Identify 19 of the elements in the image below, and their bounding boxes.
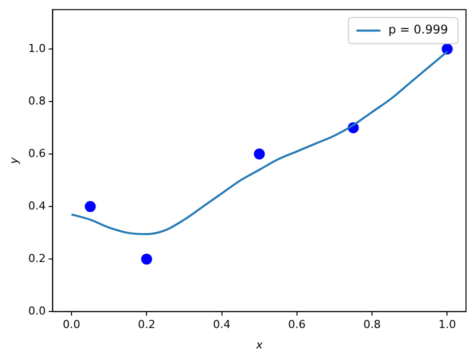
- x-tick-label: 0.8: [363, 318, 381, 332]
- y-tick-label: 0.2: [28, 252, 46, 265]
- x-tick-label: 0.0: [62, 318, 80, 332]
- x-axis-title: x: [255, 338, 264, 352]
- y-tick-label: 0.8: [28, 94, 46, 108]
- y-tick-label: 0.4: [28, 199, 46, 212]
- y-axis-title: y: [7, 156, 20, 165]
- x-tick-label: 0.4: [213, 318, 231, 332]
- legend-label: p = 0.999: [388, 22, 448, 37]
- y-tick-label: 0.6: [28, 146, 46, 160]
- y-tick-label: 0.0: [28, 304, 46, 318]
- y-tick-label: 1.0: [28, 42, 46, 55]
- x-tick-label: 0.6: [288, 318, 306, 332]
- point: [84, 201, 96, 212]
- point: [442, 43, 453, 54]
- x-tick-label: 1.0: [438, 318, 456, 332]
- point: [254, 148, 265, 160]
- x-tick-label: 0.2: [138, 318, 156, 332]
- point: [141, 254, 152, 265]
